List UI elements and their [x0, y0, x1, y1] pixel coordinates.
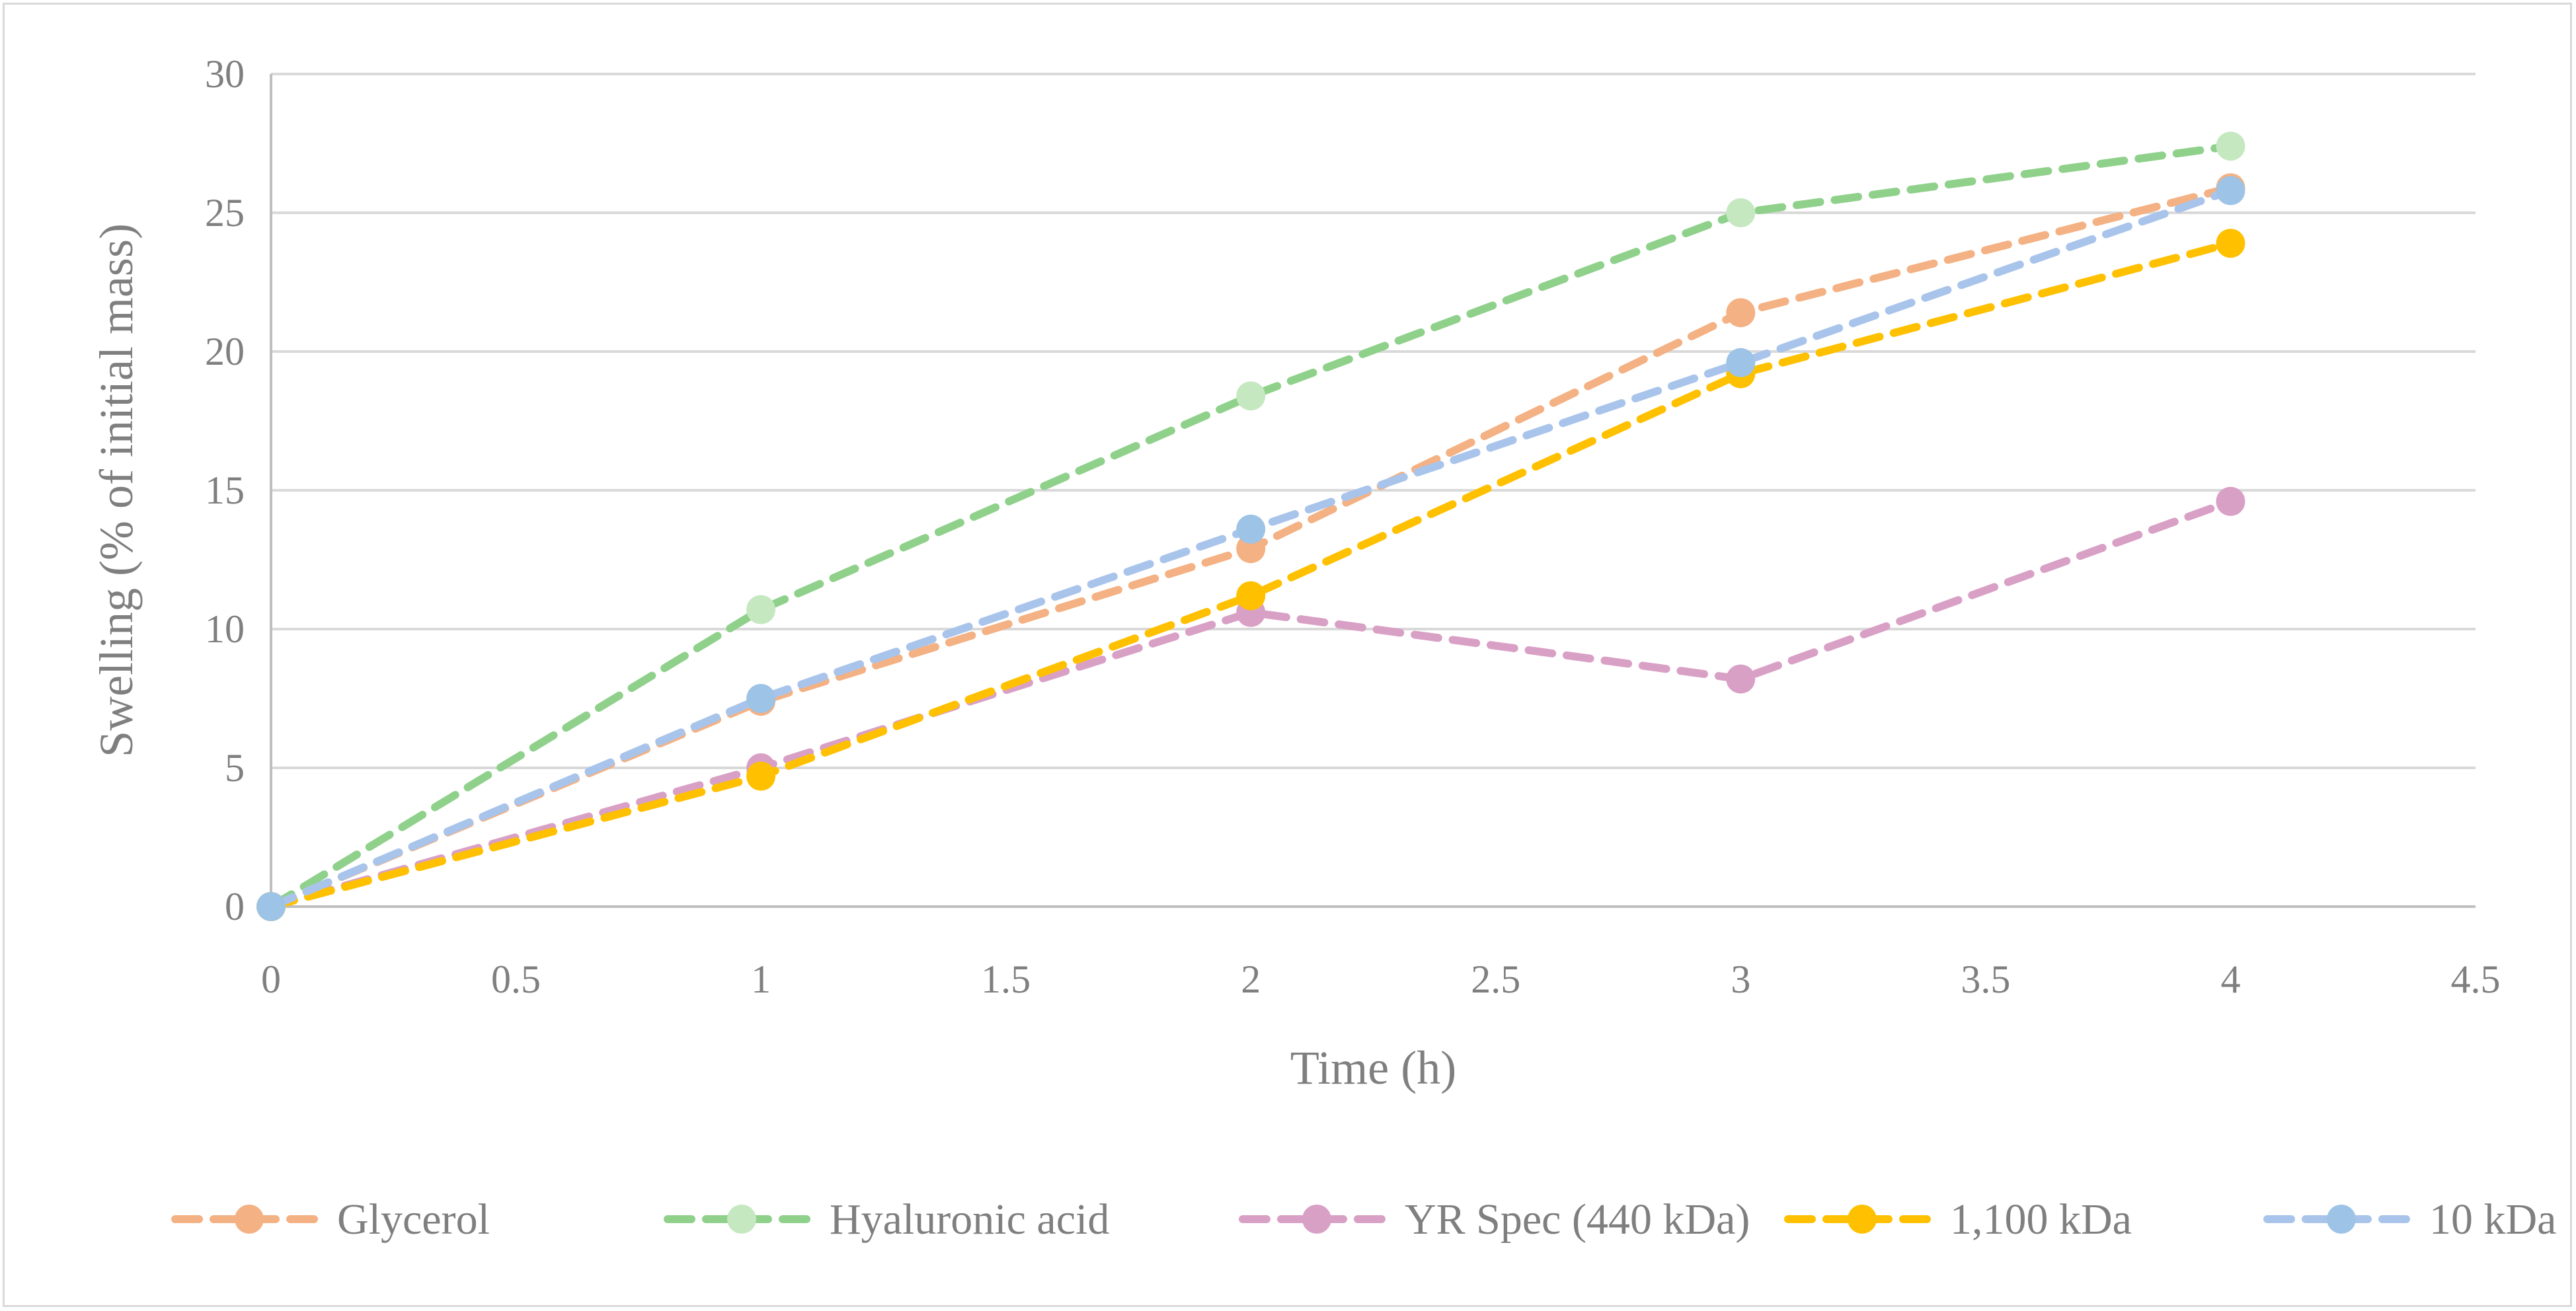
data-point	[2216, 131, 2245, 161]
y-tick-label: 20	[205, 330, 245, 373]
y-axis-title: Swelling (% of initial mass)	[90, 223, 143, 757]
series-line	[267, 142, 2235, 911]
data-point	[1726, 298, 1756, 328]
legend-label: Hyaluronic acid	[830, 1195, 1109, 1244]
data-point	[256, 892, 286, 921]
legend-label: Glycerol	[337, 1195, 490, 1244]
gridlines	[271, 73, 2476, 769]
data-point	[2216, 229, 2245, 258]
legend-item: Hyaluronic acid	[664, 1195, 1109, 1244]
y-tick-label: 15	[205, 468, 245, 512]
x-tick-label: 0	[261, 957, 281, 1001]
data-point	[1236, 581, 1266, 611]
data-point	[1236, 514, 1266, 544]
x-tick-label: 1.5	[981, 957, 1031, 1001]
x-tick-label: 2.5	[1471, 957, 1520, 1001]
legend-label: 10 kDa	[2429, 1195, 2556, 1244]
data-point	[2216, 486, 2245, 516]
legend-swatch-marker	[1302, 1205, 1331, 1234]
y-tick-label: 5	[225, 746, 245, 790]
legend: Glycerol Hyaluronic acid YR Spec (440 kDa)…	[171, 1195, 2556, 1244]
x-axis-title: Time (h)	[1290, 1041, 1456, 1094]
y-tick-label: 0	[225, 885, 245, 928]
x-tick-label: 3.5	[1961, 957, 2010, 1001]
series-group	[256, 131, 2245, 921]
series-10-kda	[256, 176, 2245, 921]
data-point	[746, 684, 776, 713]
legend-item: 10 kDa	[2263, 1195, 2556, 1244]
data-point	[1726, 664, 1756, 694]
legend-swatch-marker	[1848, 1205, 1877, 1234]
data-point	[746, 761, 776, 791]
y-tick-label: 25	[205, 191, 245, 235]
data-point	[1726, 348, 1756, 377]
series-line	[267, 239, 2235, 911]
legend-swatch-marker	[727, 1205, 756, 1234]
data-point	[2216, 176, 2245, 206]
y-tick-label: 30	[205, 52, 245, 96]
legend-label: 1,100 kDa	[1950, 1195, 2132, 1244]
data-point	[746, 595, 776, 624]
x-axis-tick-labels: 0 0.5 1 1.5 2 2.5 3 3.5 4 4.5	[261, 957, 2501, 1001]
y-tick-label: 10	[205, 607, 245, 651]
x-tick-label: 2	[1241, 957, 1261, 1001]
series-glycerol	[256, 173, 2245, 921]
x-tick-label: 3	[1731, 957, 1750, 1001]
legend-item: YR Spec (440 kDa)	[1239, 1195, 1750, 1244]
legend-swatch-marker	[2327, 1205, 2356, 1234]
legend-swatch-marker	[235, 1205, 264, 1234]
legend-label: YR Spec (440 kDa)	[1405, 1195, 1750, 1244]
y-axis-tick-labels: 0 5 10 15 20 25 30	[205, 52, 245, 928]
legend-item: 1,100 kDa	[1784, 1195, 2132, 1244]
data-point	[1726, 198, 1756, 227]
x-tick-label: 4	[2220, 957, 2240, 1001]
x-tick-label: 4.5	[2451, 957, 2501, 1001]
x-tick-label: 0.5	[491, 957, 541, 1001]
legend-item: Glycerol	[171, 1195, 490, 1244]
data-point	[1236, 381, 1266, 411]
x-tick-label: 1	[751, 957, 771, 1001]
series-1-100-kda	[256, 229, 2245, 921]
